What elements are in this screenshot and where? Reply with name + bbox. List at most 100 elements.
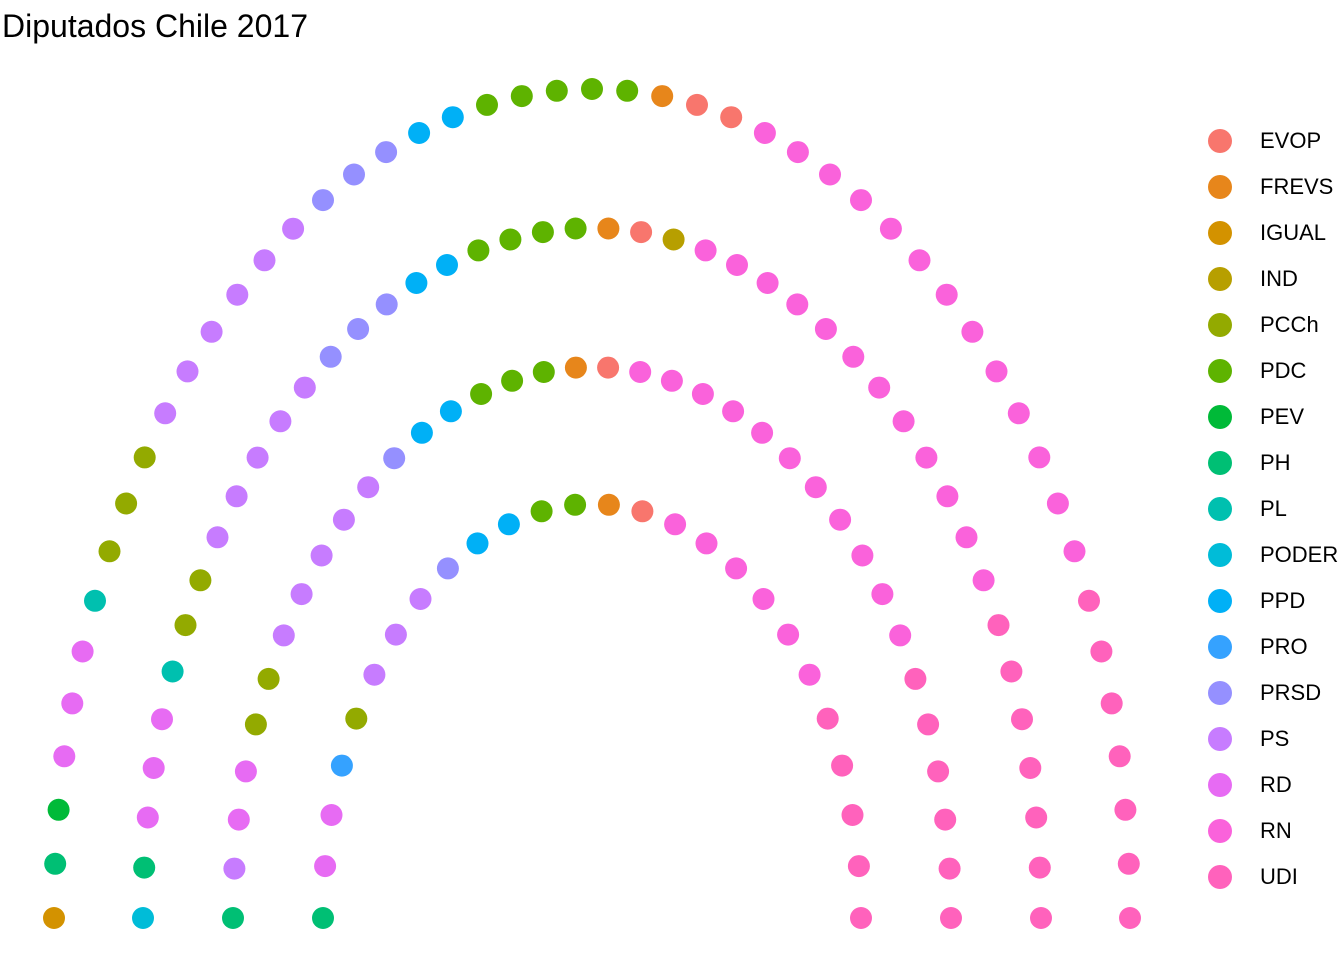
seat-udi	[940, 907, 962, 929]
seat-rn	[1007, 402, 1030, 425]
seat-rn	[936, 485, 959, 508]
seat-igual	[43, 907, 65, 929]
legend-label: RD	[1260, 772, 1292, 797]
legend-label: PODER	[1260, 542, 1339, 567]
legend-label: PL	[1260, 496, 1287, 521]
seat-rn	[756, 272, 779, 294]
seat-prsd	[383, 447, 406, 470]
seat-rn	[972, 569, 995, 592]
seat-rn	[691, 383, 714, 405]
legend-item-pdc: PDC	[1208, 348, 1344, 394]
seat-ppd	[436, 254, 458, 276]
seat-rd	[61, 692, 84, 715]
seat-udi	[1119, 907, 1141, 929]
seat-rn	[851, 544, 874, 567]
seat-pdc	[530, 500, 553, 523]
seat-udi	[1019, 757, 1042, 779]
legend-swatch	[1208, 543, 1232, 567]
seat-rn	[814, 318, 837, 340]
legend-item-prsd: PRSD	[1208, 670, 1344, 716]
seat-udi	[816, 707, 839, 730]
seat-ph	[222, 907, 244, 929]
legend-item-ph: PH	[1208, 440, 1344, 486]
seat-ppd	[408, 122, 431, 144]
seat-row-1	[312, 493, 872, 929]
seat-ps	[310, 544, 333, 567]
legend-item-ind: IND	[1208, 256, 1344, 302]
legend-swatch	[1208, 773, 1232, 797]
seat-rd	[136, 806, 159, 829]
chart-title: Diputados Chile 2017	[2, 8, 308, 44]
seat-udi	[987, 614, 1010, 637]
seat-pcch	[345, 707, 368, 730]
legend-label: PPD	[1260, 588, 1306, 613]
seat-rn	[722, 400, 745, 423]
seat-pev	[47, 798, 70, 821]
seat-ppd	[439, 400, 462, 423]
seat-ps	[206, 526, 229, 549]
seat-ph	[44, 852, 67, 875]
seat-rn	[871, 583, 894, 606]
seat-pdc	[510, 85, 533, 108]
seat-udi	[1000, 660, 1023, 683]
legend-item-udi: UDI	[1208, 854, 1344, 900]
seat-rd	[227, 808, 250, 831]
seat-ps	[293, 376, 316, 399]
seat-udi	[1117, 852, 1140, 875]
seat-rn	[868, 376, 891, 399]
legend-swatch	[1208, 267, 1232, 291]
seat-rn	[819, 163, 841, 186]
seat-rn	[786, 141, 809, 164]
seat-prsd	[436, 557, 459, 580]
seat-rn	[1028, 446, 1051, 469]
seat-ps	[200, 320, 223, 343]
seat-udi	[927, 760, 950, 783]
seat-udi	[1028, 856, 1051, 879]
legend-label: PH	[1260, 450, 1291, 475]
seat-udi	[1114, 798, 1137, 821]
seat-pdc	[581, 78, 603, 100]
seat-rn	[804, 476, 827, 499]
seat-rn	[955, 526, 978, 549]
seat-rn	[725, 557, 748, 580]
seat-rd	[314, 855, 337, 878]
legend-swatch	[1208, 175, 1232, 199]
seat-rn	[935, 283, 958, 306]
seat-ps	[225, 485, 248, 508]
seat-row-3	[132, 217, 1052, 929]
seat-frevs	[564, 356, 587, 379]
seat-rn	[1063, 540, 1086, 563]
seat-udi	[1108, 745, 1131, 768]
seat-rn	[726, 254, 748, 276]
seat-prsd	[312, 189, 334, 212]
seat-ps	[409, 588, 432, 610]
seat-rn	[985, 360, 1008, 383]
seat-rn	[915, 446, 938, 469]
legend-label: IND	[1260, 266, 1298, 291]
seat-ps	[154, 402, 177, 425]
legend-swatch	[1208, 589, 1232, 613]
seat-rn	[778, 447, 801, 470]
seat-pl	[161, 660, 184, 683]
seat-rn	[842, 345, 865, 368]
seat-udi	[1011, 708, 1033, 731]
seat-rn	[752, 588, 775, 610]
legend-swatch	[1208, 359, 1232, 383]
legend-swatch	[1208, 727, 1232, 751]
legend-item-ps: PS	[1208, 716, 1344, 762]
seat-row-2	[222, 356, 962, 929]
seat-pcch	[174, 614, 197, 637]
seat-udi	[841, 804, 864, 826]
seat-pdc	[470, 383, 493, 405]
seat-udi	[938, 857, 961, 880]
seat-udi	[847, 855, 870, 878]
seat-frevs	[597, 217, 620, 240]
seat-rn	[751, 421, 774, 444]
seat-pcch	[115, 492, 138, 515]
seat-pdc	[564, 493, 587, 516]
seat-pcch	[133, 446, 156, 469]
seat-udi	[1078, 589, 1100, 612]
seat-ps	[253, 249, 276, 272]
seat-evop	[720, 106, 743, 129]
legend-label: EVOP	[1260, 128, 1322, 153]
